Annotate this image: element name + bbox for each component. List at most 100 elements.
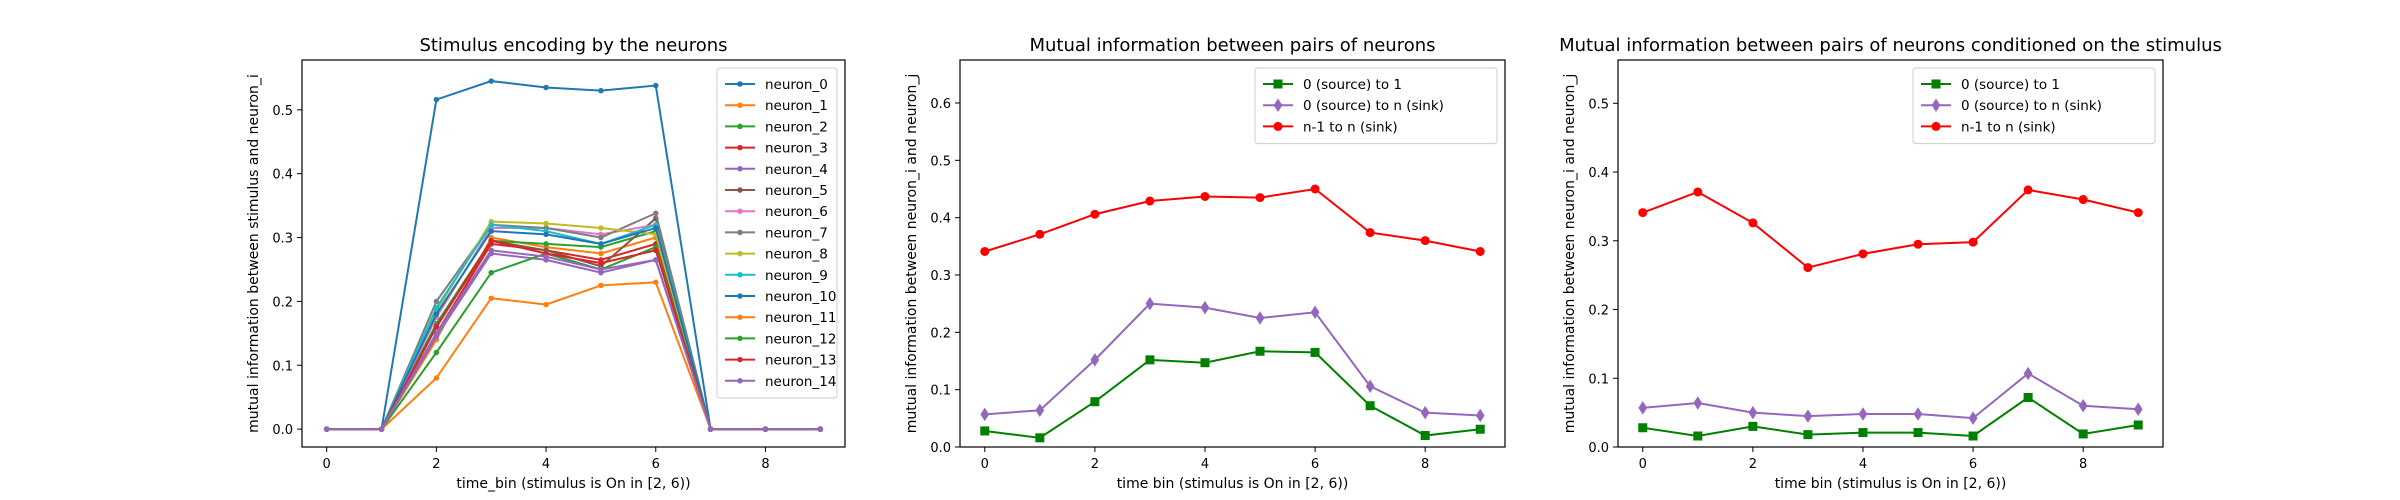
data-point — [2133, 208, 2143, 218]
y-tick-label: 0.0 — [272, 423, 293, 438]
data-point — [1693, 187, 1703, 197]
series-line — [984, 350, 1481, 439]
data-point — [1200, 358, 1210, 368]
x-axis-label: time bin (stimulus is On in [2, 6)) — [1117, 476, 1349, 492]
series-neuron-14 — [323, 247, 824, 432]
data-point — [1310, 347, 1320, 357]
y-tick-label: 0.1 — [930, 384, 951, 399]
y-tick-label: 0.6 — [930, 97, 951, 112]
x-tick-label: 4 — [542, 457, 550, 472]
legend-marker — [737, 123, 743, 130]
legend-marker — [1273, 121, 1283, 131]
x-tick-label: 8 — [761, 457, 769, 472]
legend-marker — [737, 356, 743, 363]
legend-marker — [737, 102, 743, 108]
data-point — [488, 295, 494, 301]
legend-label: neuron_9 — [765, 268, 828, 284]
data-point — [653, 279, 659, 285]
data-point — [433, 305, 440, 311]
y-axis-label: mutual information between neuron_i and … — [904, 74, 920, 434]
data-point — [598, 266, 604, 273]
chart-title: Mutual information between pairs of neur… — [1029, 35, 1435, 56]
legend-label: 0 (source) to n (sink) — [1303, 98, 1444, 114]
series-line — [1642, 396, 2139, 438]
legend-marker — [737, 335, 743, 342]
legend-item: 0 (source) to 1 — [1921, 77, 2060, 93]
legend-item: 0 (source) to n (sink) — [1263, 98, 1444, 114]
legend-item: neuron_0 — [725, 77, 828, 93]
series-line — [326, 249, 821, 431]
data-point — [1255, 311, 1265, 325]
legend-label: neuron_10 — [765, 289, 836, 305]
data-point — [598, 225, 604, 231]
legend: 0 (source) to 1 0 (source) to n (sink) n-1… — [1912, 67, 2156, 145]
legend-marker — [737, 378, 743, 384]
legend-label: neuron_11 — [765, 310, 836, 326]
data-point — [488, 269, 494, 276]
chart-1: 0 2 4 6 8 0.0 0.1 0.2 0.3 0.4 0.5 Stimulus encoding… — [246, 35, 846, 492]
x-tick-label: 2 — [432, 457, 440, 472]
legend-item: neuron_4 — [725, 162, 828, 178]
legend-marker — [737, 187, 743, 193]
legend-box — [1912, 67, 2156, 145]
y-tick-label: 0.2 — [930, 326, 951, 341]
data-point — [707, 426, 714, 432]
data-point — [1968, 411, 1978, 425]
data-point — [488, 222, 494, 228]
data-point — [2078, 429, 2088, 439]
legend-item: neuron_2 — [725, 119, 828, 135]
data-point — [2023, 393, 2033, 403]
x-tick-label: 0 — [981, 457, 989, 472]
legend-label: neuron_13 — [765, 353, 836, 369]
series-line — [984, 187, 1481, 253]
data-point — [543, 301, 549, 308]
data-point — [1420, 405, 1430, 420]
legend-marker — [737, 229, 743, 236]
data-point — [1913, 239, 1923, 249]
data-point — [1638, 401, 1648, 415]
legend-item: neuron_7 — [725, 225, 828, 241]
legend-item: n-1 to n (sink) — [1263, 119, 1398, 135]
data-point — [433, 96, 440, 103]
series-0-source-to-1 — [980, 346, 1485, 443]
series-0-source-to-n-sink- — [980, 296, 1485, 423]
y-tick-label: 0.2 — [272, 295, 293, 310]
data-point — [543, 84, 549, 91]
legend: 0 (source) to 1 0 (source) to n (sink) n-1… — [1254, 67, 1498, 145]
x-tick-label: 2 — [1091, 457, 1099, 472]
data-point — [1090, 397, 1100, 407]
data-point — [1090, 353, 1100, 367]
y-tick-label: 0.4 — [930, 212, 951, 227]
data-point — [1365, 379, 1375, 393]
y-tick-label: 0.0 — [1588, 441, 1609, 456]
y-tick-label: 0.2 — [1588, 304, 1609, 319]
data-point — [543, 253, 549, 260]
data-point — [488, 228, 494, 234]
data-point — [433, 311, 440, 317]
legend-marker — [1931, 98, 1941, 112]
data-point — [488, 247, 494, 254]
y-tick-label: 0.3 — [930, 269, 951, 284]
x-tick-label: 8 — [2079, 457, 2087, 472]
data-point — [1035, 403, 1045, 418]
data-point — [817, 426, 824, 432]
data-point — [653, 210, 659, 217]
data-point — [1145, 296, 1155, 311]
x-tick-label: 0 — [1639, 457, 1647, 472]
legend-marker — [1273, 98, 1283, 112]
legend-item: neuron_8 — [725, 247, 828, 263]
x-tick-label: 8 — [1421, 457, 1429, 472]
x-tick-label: 4 — [1859, 457, 1867, 472]
data-point — [1310, 184, 1320, 194]
y-tick-label: 0.3 — [272, 232, 293, 247]
data-point — [1145, 196, 1155, 206]
x-tick-label: 2 — [1749, 457, 1757, 472]
data-point — [1420, 431, 1430, 441]
legend-label: neuron_5 — [765, 183, 828, 199]
data-point — [1638, 208, 1648, 218]
data-point — [1475, 246, 1485, 256]
x-axis-label: time bin (stimulus is On in [2, 6)) — [1775, 476, 2007, 492]
x-tick-label: 6 — [1969, 457, 1977, 472]
data-point — [1968, 237, 1978, 247]
legend-marker — [737, 166, 743, 172]
